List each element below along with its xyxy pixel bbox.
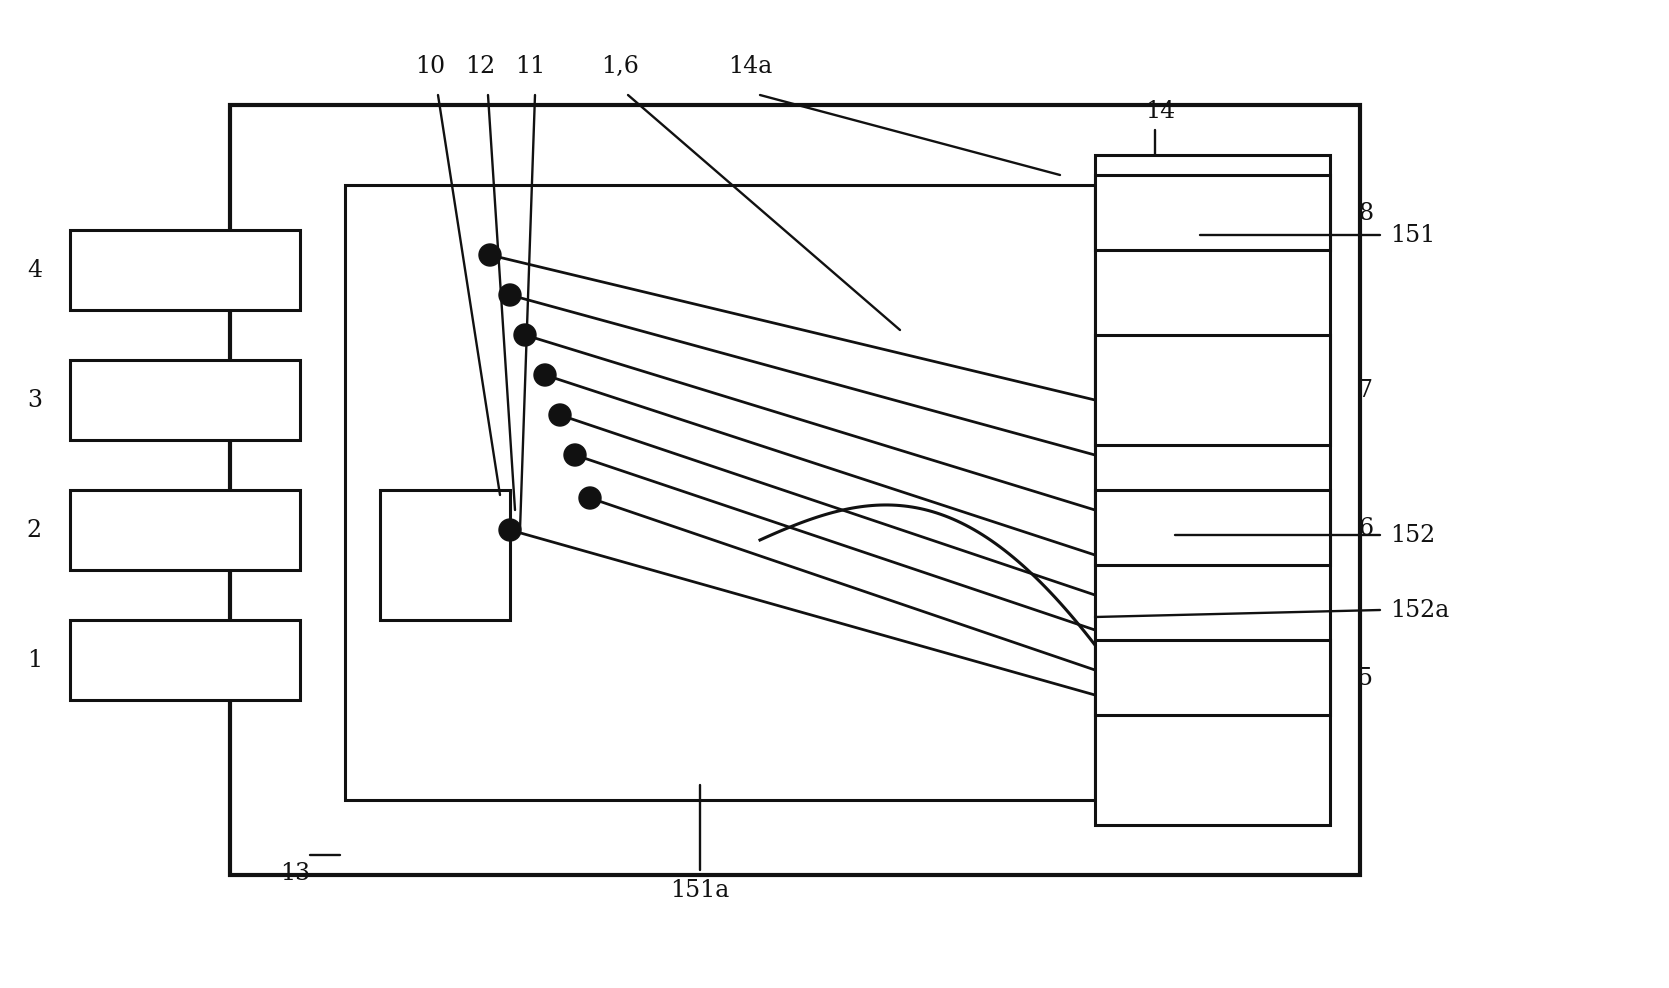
Bar xyxy=(70,490,300,570)
Bar xyxy=(230,105,1360,875)
Bar xyxy=(1095,490,1330,565)
Bar xyxy=(1095,335,1330,445)
Text: 12: 12 xyxy=(466,55,496,78)
Bar xyxy=(1095,175,1330,250)
Text: 10: 10 xyxy=(416,55,446,78)
Text: 14: 14 xyxy=(1145,101,1175,124)
Text: 1,6: 1,6 xyxy=(601,55,639,78)
Bar xyxy=(1095,155,1330,825)
Circle shape xyxy=(514,324,536,346)
Circle shape xyxy=(579,487,601,509)
Text: 1: 1 xyxy=(27,648,42,672)
Text: 13: 13 xyxy=(280,862,310,884)
Text: 5: 5 xyxy=(1359,667,1374,690)
Circle shape xyxy=(479,244,501,266)
Bar xyxy=(70,620,300,700)
Text: 4: 4 xyxy=(27,259,42,282)
Text: 152: 152 xyxy=(1390,524,1435,546)
Text: 6: 6 xyxy=(1359,517,1374,539)
Text: 151: 151 xyxy=(1390,223,1435,246)
Text: 14a: 14a xyxy=(728,55,773,78)
Circle shape xyxy=(549,404,571,426)
Text: 11: 11 xyxy=(514,55,546,78)
Circle shape xyxy=(499,284,521,306)
Bar xyxy=(70,230,300,310)
Circle shape xyxy=(564,444,586,466)
Text: 2: 2 xyxy=(27,519,42,541)
Bar xyxy=(1095,640,1330,715)
Text: 151a: 151a xyxy=(671,878,729,901)
Bar xyxy=(70,360,300,440)
Text: 7: 7 xyxy=(1359,378,1374,401)
Bar xyxy=(345,185,1095,800)
Circle shape xyxy=(499,519,521,541)
Bar xyxy=(381,490,511,620)
Text: 152a: 152a xyxy=(1390,599,1449,621)
Text: 3: 3 xyxy=(27,388,42,411)
Bar xyxy=(270,125,1340,855)
Text: 8: 8 xyxy=(1359,202,1374,224)
Circle shape xyxy=(534,364,556,386)
